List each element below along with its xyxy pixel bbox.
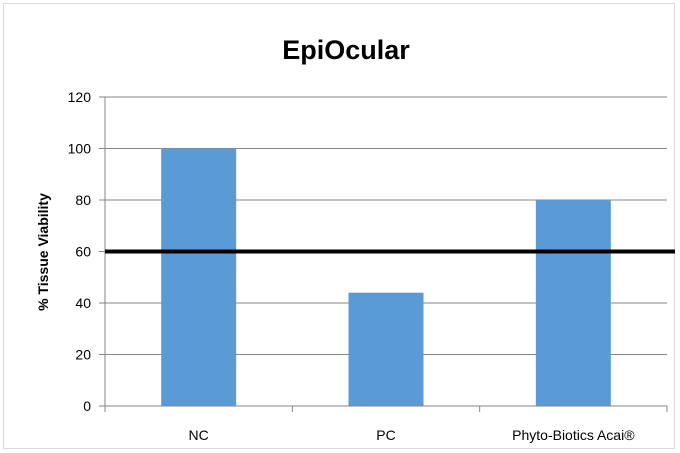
x-tick-label: Phyto-Biotics Acai®	[512, 427, 635, 443]
y-tick-label: 20	[75, 347, 91, 363]
y-tick-label: 80	[75, 192, 91, 208]
y-axis-ticks: 0 20 40 60 80 100 120	[68, 89, 106, 414]
x-tick-label: PC	[376, 427, 395, 443]
y-tick-label: 120	[68, 89, 92, 105]
y-tick-label: 60	[75, 244, 91, 260]
chart-title: EpiOcular	[282, 35, 410, 65]
bar	[161, 148, 237, 406]
y-tick-label: 40	[75, 295, 91, 311]
bar	[348, 292, 424, 406]
bars	[161, 148, 611, 406]
bar	[535, 200, 611, 406]
y-axis-label: % Tissue Viability	[35, 193, 51, 311]
x-axis-ticks: NC PC Phyto-Biotics Acai®	[104, 406, 668, 443]
x-tick-label: NC	[189, 427, 209, 443]
y-tick-label: 100	[68, 141, 92, 157]
y-tick-label: 0	[83, 398, 91, 414]
